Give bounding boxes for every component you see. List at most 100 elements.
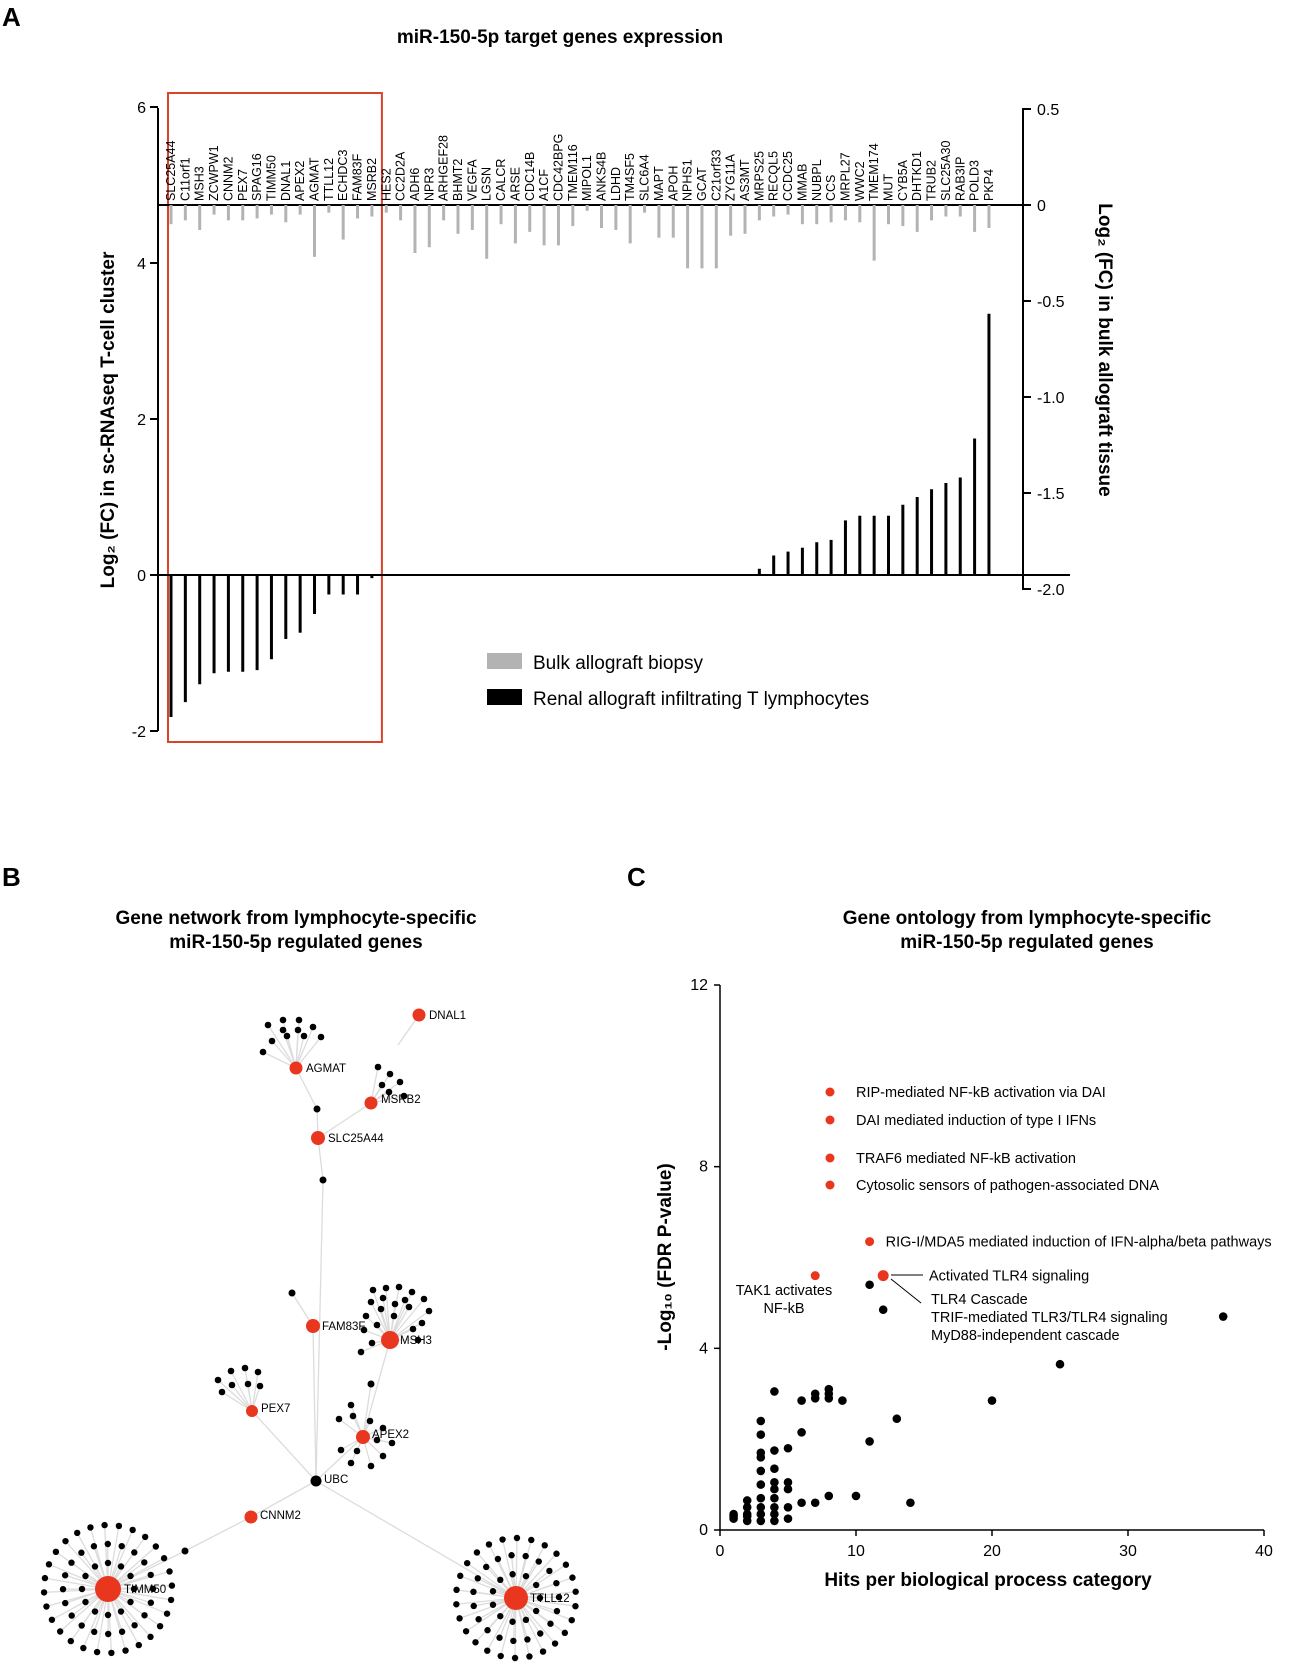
scatter-point-9 (824, 1491, 834, 1501)
ttll12-neighbor (509, 1571, 516, 1578)
ttll12-neighbor (496, 1634, 503, 1641)
legend-label-bulk: Bulk allograft biopsy (533, 653, 704, 674)
scatter-point-12 (797, 1396, 806, 1405)
ttll12-neighbor (511, 1654, 519, 1662)
scatter-point-10 (810, 1498, 820, 1508)
apex2-neighbor (347, 1401, 355, 1409)
ttll12-neighbor (547, 1620, 554, 1627)
apex2-neighbor (388, 1439, 396, 1447)
gene-label-MMAB: MMAB (795, 164, 809, 202)
network-node-ttll12 (504, 1586, 528, 1610)
gene-label-DHTKD1: DHTKD1 (910, 151, 924, 201)
network-node-fam83f (306, 1319, 320, 1333)
scatter-y-axis-label: -Log₁₀ (FDR P-value) (655, 1163, 676, 1350)
pex7-neighbor (214, 1376, 222, 1384)
scatter-point-27 (770, 1464, 779, 1473)
network-edge (250, 1480, 317, 1518)
ttll12-neighbor (485, 1541, 493, 1548)
gene-label-CCDC25: CCDC25 (781, 151, 795, 201)
timm50-neighbor (129, 1526, 136, 1534)
gene-labels: SLC25A44 C11orf1 MSH3 ZCWPW1 CNNM2 PEX7 SPAG16… (164, 134, 996, 201)
network-label-timm50: TIMM50 (124, 1584, 166, 1596)
network-edge (317, 1137, 324, 1181)
ttll12-neighbor (535, 1558, 542, 1565)
network-labels: DNAL1 AGMAT MSRB2 SLC25A44 FAM83F MSH3 PEX7 APE… (124, 1010, 570, 1605)
pex7-neighbor (218, 1388, 226, 1396)
network-edge (362, 1383, 372, 1438)
timm50-neighbor (160, 1555, 168, 1562)
ttll12-neighbor (561, 1629, 569, 1637)
msh3-neighbor (377, 1305, 385, 1313)
network-label-cnnm2: CNNM2 (260, 1510, 301, 1522)
msrb2-neighbor (400, 1092, 408, 1100)
timm50-neighbor (91, 1628, 98, 1636)
gene-label-CALCR: CALCR (494, 159, 508, 201)
scatter-point-51 (729, 1509, 738, 1519)
timm50-neighbor (91, 1563, 99, 1570)
gene-label-TM4SF5: TM4SF5 (623, 153, 637, 201)
network-edges (44, 1014, 576, 1659)
timm50-neighbor (45, 1561, 53, 1568)
ttll12-neighbor (551, 1640, 559, 1647)
ttll12-neighbor (553, 1579, 560, 1587)
highlight-point-activated-tlr4 (877, 1270, 889, 1282)
highlight-label-tak1-line2: NF-kB (763, 1301, 804, 1317)
network-label-pex7: PEX7 (261, 1403, 290, 1415)
ttll12-neighbor (497, 1576, 504, 1584)
panel-c-title-line2: miR-150-5p regulated genes (900, 932, 1153, 953)
scatter-point-19 (756, 1416, 766, 1426)
right-tick-label: 0 (1037, 198, 1046, 215)
scatter-point-35 (756, 1493, 766, 1503)
network-label-dnal1: DNAL1 (429, 1010, 466, 1022)
gene-label-WWC2: WWC2 (853, 161, 867, 201)
timm50-neighbor (93, 1648, 101, 1656)
timm50-neighbor (147, 1599, 155, 1606)
msh3-neighbor (360, 1326, 368, 1334)
timm50-neighbor (141, 1612, 148, 1619)
gene-label-CNNM2: CNNM2 (221, 157, 235, 201)
ttll12-neighbor (470, 1588, 477, 1596)
scatter-point-48 (756, 1516, 766, 1526)
msh3-neighbor (401, 1296, 409, 1304)
ttll12-neighbor (484, 1647, 491, 1654)
scatter-point-29 (770, 1478, 779, 1487)
scatter-point-20 (756, 1430, 766, 1439)
scatter-x-tick-label: 30 (1119, 1543, 1137, 1560)
scatter-point-21 (797, 1428, 806, 1437)
ttll12-neighbor (541, 1542, 548, 1549)
ttll12-neighbor (474, 1575, 481, 1582)
scatter-point-40 (783, 1502, 793, 1512)
timm50-neighbor (117, 1563, 125, 1570)
right-y-axis-label: Log₂ (FC) in bulk allograft tissue (1094, 203, 1115, 496)
timm50-neighbor (104, 1540, 112, 1548)
gene-label-MSRB2: MSRB2 (365, 158, 379, 201)
apex2-neighbor (353, 1447, 361, 1455)
gene-label-APOH: APOH (666, 166, 680, 201)
ttll12-neighbor (509, 1618, 516, 1625)
ttll12-neighbor (532, 1581, 540, 1589)
timm50-neighbor (67, 1637, 75, 1645)
timm50-neighbor (131, 1549, 138, 1556)
highlight-point-2 (825, 1153, 835, 1163)
slc25a44-neighbor (319, 1176, 327, 1184)
scatter-point-36 (770, 1493, 779, 1503)
gene-label-CDC14B: CDC14B (523, 152, 537, 201)
scatter-point-42 (756, 1509, 766, 1519)
timm50-neighbor (152, 1543, 160, 1550)
timm50-neighbor (68, 1612, 75, 1619)
apex2-neighbor (379, 1452, 387, 1460)
scatter-point-3 (1055, 1359, 1065, 1369)
msh3-neighbor (414, 1336, 422, 1344)
gene-label-CYB5A: CYB5A (896, 159, 910, 201)
gene-label-TIMM50: TIMM50 (264, 155, 278, 201)
gene-label-LGSN: LGSN (480, 167, 494, 201)
network-node-agmat (289, 1061, 303, 1075)
ttll12-neighbor (537, 1630, 544, 1637)
scatter-point-50 (783, 1514, 793, 1523)
gene-label-VEGFA: VEGFA (465, 159, 479, 201)
gene-label-GCAT: GCAT (695, 167, 709, 201)
gene-label-DNAL1: DNAL1 (279, 161, 293, 201)
network-label-fam83f: FAM83F (322, 1321, 365, 1333)
timm50-neighbor (40, 1589, 48, 1596)
timm50-neighbor (61, 1572, 69, 1579)
